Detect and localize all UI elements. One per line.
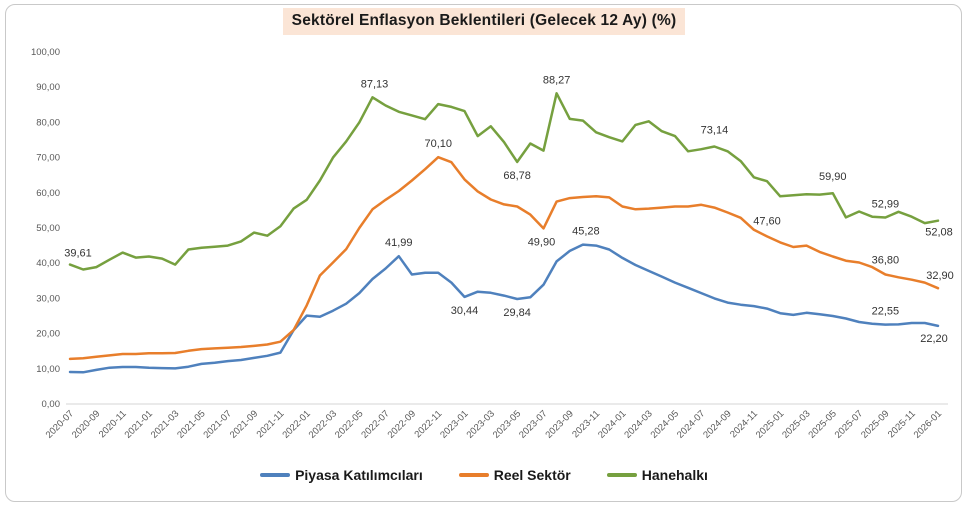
y-axis-tick-label: 20,00 bbox=[36, 329, 60, 340]
y-axis-tick-label: 30,00 bbox=[36, 293, 60, 304]
x-axis-tick-label: 2025-03 bbox=[780, 408, 812, 440]
data-label: 59,90 bbox=[819, 171, 847, 183]
legend-label: Hanehalkı bbox=[641, 467, 708, 483]
data-label: 87,13 bbox=[361, 78, 389, 90]
y-axis-tick-label: 100,00 bbox=[31, 47, 60, 58]
x-axis-tick-label: 2023-01 bbox=[438, 408, 470, 440]
legend-label: Reel Sektör bbox=[493, 467, 571, 483]
legend-line-swatch bbox=[606, 473, 637, 477]
data-label: 41,99 bbox=[385, 237, 413, 249]
x-axis-tick-label: 2021-05 bbox=[175, 408, 207, 440]
y-axis-tick-label: 50,00 bbox=[36, 223, 60, 234]
x-axis-tick-label: 2020-09 bbox=[70, 408, 102, 440]
data-label: 73,14 bbox=[701, 125, 729, 137]
x-axis-tick-label: 2025-07 bbox=[833, 408, 865, 440]
data-label: 22,20 bbox=[920, 333, 948, 345]
legend-label: Piyasa Katılımcıları bbox=[295, 467, 423, 483]
data-label: 29,84 bbox=[503, 307, 531, 319]
x-axis-tick-label: 2024-09 bbox=[701, 408, 733, 440]
legend-item-reel-sektör: Reel Sektör bbox=[458, 467, 571, 483]
x-axis-tick-label: 2022-03 bbox=[307, 408, 339, 440]
legend-line-swatch bbox=[458, 473, 489, 477]
x-axis-tick-label: 2025-05 bbox=[806, 408, 838, 440]
x-axis-tick-label: 2022-01 bbox=[280, 408, 312, 440]
y-axis-tick-label: 80,00 bbox=[36, 117, 60, 128]
series-line-piyasa-katılımcıları bbox=[68, 243, 940, 374]
x-axis-tick-label: 2024-01 bbox=[596, 408, 628, 440]
x-axis-tick-label: 2025-01 bbox=[754, 408, 786, 440]
data-label: 39,61 bbox=[64, 248, 92, 260]
data-label: 36,80 bbox=[872, 254, 900, 266]
x-axis-tick-label: 2021-01 bbox=[123, 408, 155, 440]
data-label: 45,28 bbox=[572, 226, 600, 238]
data-label: 47,60 bbox=[753, 215, 781, 227]
data-label: 52,99 bbox=[872, 198, 900, 210]
x-axis-tick-label: 2022-07 bbox=[359, 408, 391, 440]
y-axis-tick-label: 10,00 bbox=[36, 364, 60, 375]
legend: Piyasa Katılımcıları Reel Sektör Hanehalkı bbox=[0, 467, 968, 483]
data-label: 70,10 bbox=[424, 138, 452, 150]
y-axis-tick-label: 0,00 bbox=[42, 399, 61, 410]
y-axis-tick-label: 60,00 bbox=[36, 188, 60, 199]
legend-item-hanehalkı: Hanehalkı bbox=[606, 467, 708, 483]
legend-line-swatch bbox=[260, 473, 291, 477]
x-axis-tick-label: 2023-07 bbox=[517, 408, 549, 440]
data-label: 22,55 bbox=[872, 306, 900, 318]
x-axis-tick-label: 2021-07 bbox=[202, 408, 234, 440]
x-axis-tick-label: 2024-07 bbox=[675, 408, 707, 440]
data-label: 68,78 bbox=[503, 170, 531, 182]
x-axis-tick-label: 2026-01 bbox=[912, 408, 944, 440]
legend-item-piyasa-katılımcıları: Piyasa Katılımcıları bbox=[260, 467, 423, 483]
x-axis-tick-label: 2022-05 bbox=[333, 408, 365, 440]
x-axis-tick-label: 2023-09 bbox=[543, 408, 575, 440]
y-axis-tick-label: 70,00 bbox=[36, 153, 60, 164]
series-line-reel-sektör bbox=[68, 155, 940, 361]
data-label: 52,08 bbox=[925, 227, 953, 239]
x-axis-tick-label: 2020-07 bbox=[44, 408, 76, 440]
x-axis-tick-label: 2024-05 bbox=[649, 408, 681, 440]
y-axis-tick-label: 40,00 bbox=[36, 258, 60, 269]
x-axis-tick-label: 2025-09 bbox=[859, 408, 891, 440]
x-axis-tick-label: 2022-09 bbox=[386, 408, 418, 440]
data-label: 32,90 bbox=[926, 270, 954, 282]
x-axis-tick-label: 2024-03 bbox=[622, 408, 654, 440]
data-label: 30,44 bbox=[451, 305, 479, 317]
data-label: 49,90 bbox=[528, 236, 556, 248]
chart-title: Sektörel Enflasyon Beklentileri (Gelecek… bbox=[282, 8, 686, 35]
x-axis-tick-label: 2023-03 bbox=[465, 408, 497, 440]
data-label: 88,27 bbox=[543, 74, 571, 86]
x-axis-tick-label: 2021-03 bbox=[149, 408, 181, 440]
x-axis-tick-label: 2023-05 bbox=[491, 408, 523, 440]
chart-title-area: Sektörel Enflasyon Beklentileri (Gelecek… bbox=[0, 8, 968, 35]
series-line-hanehalkı bbox=[68, 92, 940, 271]
y-axis-tick-label: 90,00 bbox=[36, 82, 60, 93]
x-axis-tick-label: 2021-09 bbox=[228, 408, 260, 440]
